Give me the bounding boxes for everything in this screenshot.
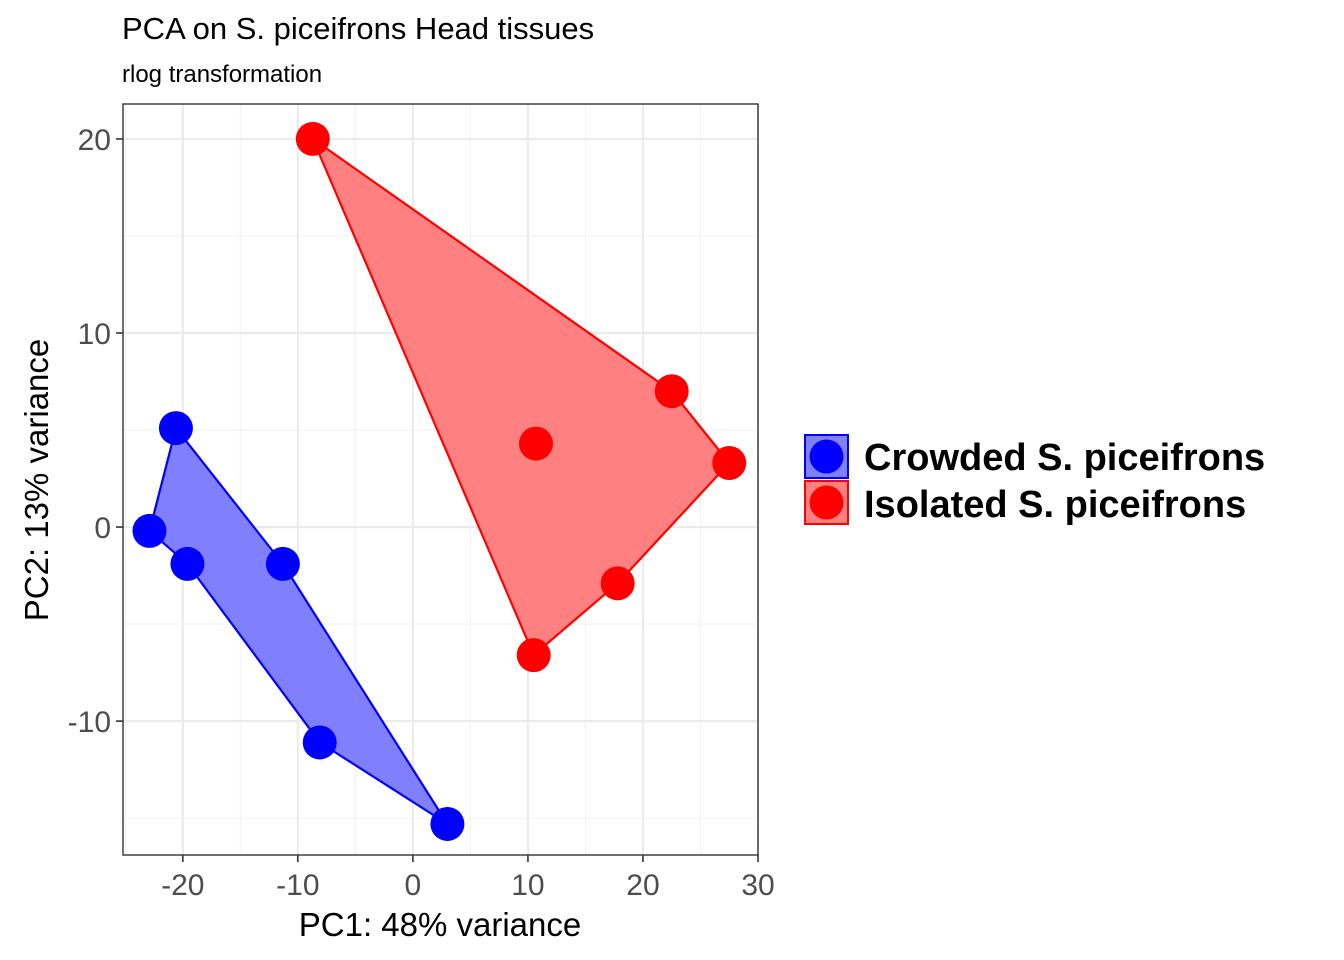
y-tick-label: 20 bbox=[78, 124, 111, 157]
data-point-crowded bbox=[265, 546, 300, 581]
data-point-crowded bbox=[132, 513, 167, 548]
data-point-isolated bbox=[600, 566, 635, 601]
y-tick-label: 10 bbox=[78, 318, 111, 351]
data-point-crowded bbox=[430, 806, 465, 841]
x-tick-label: 0 bbox=[405, 869, 422, 902]
x-axis-ticks: -20 -10 0 10 20 30 bbox=[161, 855, 775, 902]
x-tick-label: 20 bbox=[626, 869, 659, 902]
data-point-crowded bbox=[158, 411, 193, 446]
chart-title: PCA on S. piceifrons Head tissues bbox=[122, 11, 594, 46]
x-tick-label: 10 bbox=[511, 869, 544, 902]
data-points bbox=[132, 121, 747, 841]
legend-marker-isolated bbox=[809, 485, 844, 520]
data-point-crowded bbox=[170, 546, 205, 581]
x-tick-label: 30 bbox=[741, 869, 774, 902]
data-point-isolated bbox=[518, 426, 553, 461]
y-tick-label: -10 bbox=[68, 706, 111, 739]
y-axis-title: PC2: 13% variance bbox=[18, 339, 55, 621]
data-point-isolated bbox=[516, 638, 551, 673]
legend-item-crowded: Crowded S. piceifrons bbox=[804, 434, 1265, 479]
legend: Crowded S. piceifrons Isolated S. piceif… bbox=[804, 434, 1265, 526]
y-tick-label: 0 bbox=[94, 512, 111, 545]
data-point-isolated bbox=[654, 374, 689, 409]
x-axis-title: PC1: 48% variance bbox=[299, 906, 581, 943]
legend-item-isolated: Isolated S. piceifrons bbox=[804, 480, 1246, 526]
x-tick-label: -10 bbox=[276, 869, 319, 902]
data-point-isolated bbox=[712, 446, 747, 481]
legend-marker-crowded bbox=[809, 439, 844, 474]
chart-subtitle: rlog transformation bbox=[122, 61, 322, 88]
data-point-isolated bbox=[295, 121, 330, 156]
y-axis-ticks: -10 0 10 20 bbox=[68, 124, 123, 739]
x-tick-label: -20 bbox=[161, 869, 204, 902]
hull-isolated bbox=[311, 137, 731, 657]
panel-border bbox=[122, 103, 759, 856]
legend-label-isolated: Isolated S. piceifrons bbox=[864, 484, 1246, 526]
legend-label-crowded: Crowded S. piceifrons bbox=[864, 437, 1265, 479]
data-point-crowded bbox=[302, 725, 337, 760]
